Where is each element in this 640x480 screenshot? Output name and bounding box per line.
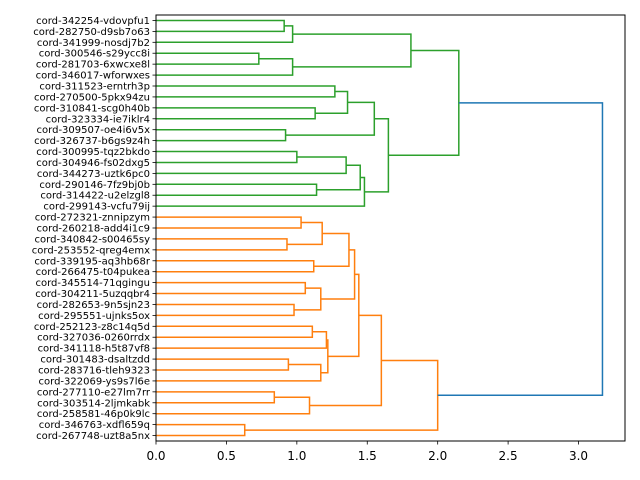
- dendrogram-link: [156, 325, 314, 338]
- leaf-label: cord-340842-s00465sy: [35, 234, 151, 245]
- leaf-label: cord-346763-xdfl659q: [39, 420, 150, 431]
- leaf-label: cord-252123-z8c14q5d: [34, 322, 150, 333]
- dendrogram-link: [156, 107, 316, 120]
- leaf-label: cord-258581-46p0k9lc: [37, 409, 150, 420]
- x-axis: 0.0 0.5 1.0 1.5 2.0 2.5 3.0: [146, 441, 588, 463]
- dendrogram-link: [292, 33, 412, 68]
- dendrogram-link: [156, 183, 318, 196]
- leaf-label: cord-277110-e27lm7rr: [37, 387, 151, 398]
- leaf-label: cord-272321-znnipzym: [35, 213, 150, 224]
- dendrogram-link: [294, 287, 322, 311]
- dendrogram-links: [156, 19, 604, 437]
- x-tick-label: 1.0: [287, 449, 306, 463]
- leaf-label: cord-299143-vcfu79ij: [43, 202, 150, 213]
- dendrogram-link: [156, 150, 298, 164]
- leaf-label: cord-310841-scg0h40b: [34, 103, 150, 114]
- x-tick-label: 0.0: [146, 449, 165, 463]
- dendrogram-link: [156, 216, 302, 229]
- leaf-label: cord-281703-6xwcxe8l: [36, 60, 150, 71]
- leaf-label: cord-323334-ie7iklr4: [46, 114, 150, 125]
- dendrogram-link: [156, 238, 288, 251]
- dendrogram-link: [156, 303, 295, 317]
- leaf-label: cord-314422-u2elzgl8: [40, 191, 150, 202]
- dendrogram-link: [156, 57, 294, 76]
- dendrogram-link: [156, 25, 294, 44]
- dendrogram-link: [156, 19, 285, 33]
- dendrogram-link: [156, 423, 246, 437]
- dendrogram-link: [315, 90, 349, 115]
- dendrogram-link: [156, 260, 315, 273]
- leaf-label: cord-327036-0260rrdx: [37, 333, 150, 344]
- dendrogram-link: [156, 363, 322, 382]
- leaf-labels: cord-342254-vdovpfu1cord-282750-d9sb7o63…: [32, 16, 156, 442]
- leaf-label: cord-344273-uztk6pc0: [37, 169, 150, 180]
- dendrogram-link: [309, 314, 383, 407]
- leaf-label: cord-322069-ys9s7l6e: [39, 376, 150, 387]
- leaf-label: cord-260218-add4i1c9: [37, 224, 150, 235]
- x-tick-label: 0.5: [217, 449, 236, 463]
- dendrogram-link: [156, 128, 287, 142]
- leaf-label: cord-300546-s29ycc8i: [39, 49, 150, 60]
- leaf-label: cord-282653-9n5sjn23: [37, 300, 150, 311]
- leaf-label: cord-267748-uzt8a5nx: [36, 431, 150, 442]
- dendrogram-link: [156, 331, 328, 349]
- leaf-label: cord-342254-vdovpfu1: [36, 16, 150, 27]
- leaf-label: cord-253552-qreg4emx: [32, 245, 150, 256]
- leaf-label: cord-304211-5uzqqbr4: [35, 289, 150, 300]
- leaf-label: cord-304946-fs02dxg5: [36, 158, 150, 169]
- leaf-label: cord-341118-h5t87vf8: [38, 344, 150, 355]
- x-tick-label: 2.5: [499, 449, 518, 463]
- leaf-label: cord-301483-dsaltzdd: [40, 355, 150, 366]
- leaf-label: cord-295551-ujnks5ox: [38, 311, 150, 322]
- dendrogram-link: [285, 101, 376, 136]
- dendrogram-link: [364, 118, 390, 193]
- dendrogram-link: [286, 221, 323, 246]
- dendrogram-link: [316, 164, 361, 191]
- dendrogram-link: [156, 396, 311, 415]
- x-tick-label: 3.0: [569, 449, 588, 463]
- x-tick-label: 1.5: [358, 449, 377, 463]
- leaf-label: cord-270500-5pkx94zu: [34, 92, 150, 103]
- leaf-label: cord-300995-tqz2bkdo: [36, 147, 150, 158]
- dendrogram-link: [156, 52, 260, 65]
- leaf-label: cord-282750-d9sb7o63: [33, 27, 150, 38]
- leaf-label: cord-283716-tleh9323: [38, 366, 150, 377]
- leaf-label: cord-346017-wforwxes: [36, 71, 150, 82]
- leaf-label: cord-339195-aq3hb68r: [34, 256, 151, 267]
- leaf-label: cord-311523-erntrh3p: [39, 82, 150, 93]
- x-tick-label: 2.0: [428, 449, 447, 463]
- dendrogram-link: [156, 176, 366, 207]
- dendrogram-link: [156, 391, 276, 404]
- leaf-label: cord-290146-7fz9bj0b: [39, 180, 150, 191]
- dendrogram-link: [156, 358, 290, 371]
- dendrogram-link: [156, 156, 347, 175]
- leaf-label: cord-326737-b6gs9z4h: [34, 136, 150, 147]
- dendrogram-link: [313, 232, 350, 267]
- leaf-label: cord-266475-t04pukea: [36, 267, 150, 278]
- leaf-label: cord-309507-oe4i6v5x: [37, 125, 151, 136]
- leaf-label: cord-345514-71qgingu: [35, 278, 150, 289]
- dendrogram-link: [437, 102, 604, 397]
- leaf-label: cord-341999-nosdj7b2: [37, 38, 150, 49]
- dendrogram-link: [156, 281, 307, 295]
- dendrogram-link: [156, 85, 336, 98]
- leaf-label: cord-303514-2ljmkabk: [37, 398, 150, 409]
- axes-frame: [155, 14, 626, 442]
